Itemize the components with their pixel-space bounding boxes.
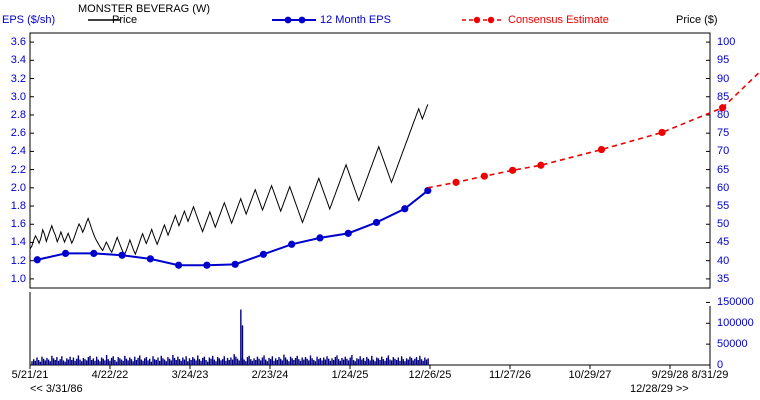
x-tick-label: 10/29/27 (568, 369, 612, 381)
left-tick-label: 1.0 (10, 272, 26, 285)
legend-consensus-marker (473, 16, 481, 24)
legend-label-eps: 12 Month EPS (320, 14, 391, 26)
right-tick-label: 80 (717, 108, 730, 121)
right-tick-label: 40 (717, 254, 730, 267)
volume-tick-label: 100000 (717, 317, 754, 330)
left-tick-label: 2.8 (10, 108, 26, 121)
x-tick-label: 9/29/28 (651, 369, 689, 381)
right-tick-label: 95 (717, 54, 730, 67)
range-end-label: 12/28/29 >> (630, 383, 689, 395)
range-start-label: << 3/31/86 (30, 383, 83, 395)
x-axis-ticks: 5/21/21 4/22/22 3/24/23 2/23/24 1/24/25 12/26… (0, 369, 760, 385)
eps-marker (90, 249, 98, 257)
right-tick-label: 50 (717, 218, 730, 231)
right-tick-label: 100 (717, 36, 736, 49)
eps-marker (401, 205, 409, 213)
consensus-marker (509, 166, 517, 174)
right-tick-label: 85 (717, 90, 730, 103)
volume-tick-label: 150000 (717, 296, 754, 309)
consensus-marker (537, 161, 545, 169)
eps-marker (424, 186, 432, 195)
left-tick-label: 3.6 (10, 36, 26, 49)
eps-marker (259, 250, 268, 258)
x-tick-label: 8/31/29 (691, 369, 729, 381)
eps-marker (175, 261, 183, 269)
legend-label-consensus: Consensus Estimate (508, 14, 609, 26)
right-axis-ticks: 35 40 45 50 55 60 65 70 75 80 85 90 95 100 (717, 0, 760, 400)
eps-marker (288, 240, 296, 248)
right-tick-label: 75 (717, 127, 730, 140)
chart-title: MONSTER BEVERAG (W) (78, 3, 211, 15)
left-tick-label: 3.0 (10, 90, 26, 103)
consensus-marker (597, 145, 606, 154)
left-tick-label: 1.6 (10, 218, 26, 231)
consensus-marker (719, 104, 727, 112)
consensus-marker (452, 178, 460, 186)
eps-marker (344, 229, 352, 237)
left-tick-label: 2.2 (10, 163, 26, 176)
volume-axis-ticks: 0 50000 100000 150000 (717, 0, 760, 400)
left-tick-label: 1.4 (10, 236, 26, 249)
volume-tick-label: 50000 (717, 338, 748, 351)
right-tick-label: 55 (717, 200, 730, 213)
legend-label-price: Price (112, 14, 138, 26)
left-tick-label: 2.4 (10, 145, 26, 158)
right-tick-label: 70 (717, 145, 730, 158)
eps-marker (61, 249, 70, 257)
right-tick-label: 45 (717, 236, 730, 249)
left-axis-ticks: 1.0 1.2 1.4 1.6 1.8 2.0 2.2 2.4 2.6 2.8 3.0 3.2 3.4 3… (0, 0, 26, 400)
consensus-marker (658, 128, 666, 137)
left-axis-title: EPS ($/sh) (2, 14, 56, 26)
eps-marker (146, 255, 154, 263)
right-axis-title: Price ($) (676, 14, 718, 26)
volume-tick-label: 0 (717, 359, 724, 371)
x-tick-label: 4/22/22 (91, 369, 129, 381)
price-panel-frame (29, 32, 711, 289)
right-tick-label: 65 (717, 163, 730, 176)
x-tick-label: 11/27/26 (488, 369, 532, 381)
eps-marker (372, 218, 381, 227)
left-tick-label: 3.4 (10, 54, 26, 67)
legend-consensus-marker (487, 16, 495, 24)
left-tick-label: 3.2 (10, 72, 26, 85)
consensus-line (427, 70, 760, 189)
x-tick-label: 12/26/25 (408, 369, 452, 381)
legend-eps-marker (284, 16, 292, 24)
x-tick-label: 1/24/25 (331, 369, 369, 381)
eps-marker (231, 260, 239, 268)
eps-marker (316, 234, 324, 242)
right-tick-label: 90 (717, 72, 730, 85)
right-tick-label: 60 (717, 181, 730, 194)
consensus-marker (480, 172, 488, 180)
left-tick-label: 2.6 (10, 127, 26, 140)
right-tick-label: 35 (717, 272, 730, 285)
left-tick-label: 1.2 (10, 254, 26, 267)
left-tick-label: 1.8 (10, 200, 26, 213)
price-line (29, 104, 429, 257)
x-tick-label: 2/23/24 (251, 369, 289, 381)
eps-marker (203, 261, 211, 269)
legend-eps-marker (298, 16, 306, 24)
x-tick-label: 3/24/23 (171, 369, 209, 381)
eps-marker (33, 256, 41, 264)
eps-marker (118, 251, 126, 259)
x-tick-label: 5/21/21 (11, 369, 49, 381)
left-tick-label: 2.0 (10, 181, 26, 194)
